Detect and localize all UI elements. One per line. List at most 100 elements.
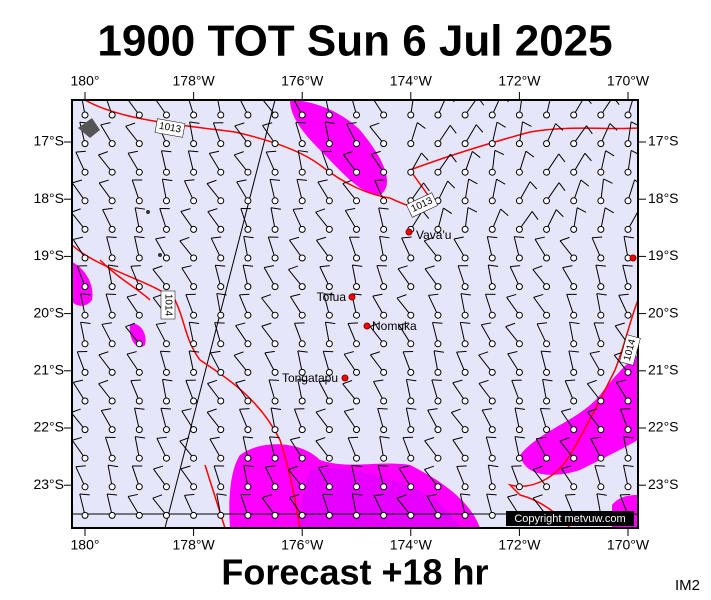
barb-station — [353, 283, 360, 291]
barb-staff — [351, 264, 357, 287]
place-label: Tongatapu — [282, 371, 338, 385]
barb-staff — [161, 179, 167, 201]
barb-station — [325, 483, 333, 491]
barb-station — [81, 111, 89, 119]
barb-staff — [235, 325, 249, 345]
lat-label: 21°S — [33, 362, 64, 378]
barb-staff — [427, 409, 439, 430]
barb-flag — [532, 494, 543, 499]
barb-flag — [401, 236, 412, 239]
barb-staff — [491, 179, 498, 201]
barb-station — [298, 368, 306, 376]
barb-station — [135, 225, 143, 233]
barb-staff — [293, 408, 303, 430]
barb-staff — [267, 236, 276, 259]
barb-staff — [590, 438, 602, 459]
barb-staff — [559, 440, 575, 459]
barb-station — [461, 368, 469, 376]
barb-flag — [75, 150, 86, 153]
barb-flag — [106, 293, 117, 296]
barb-station — [597, 483, 605, 491]
barb-flag — [531, 211, 539, 220]
barb-flag — [352, 264, 363, 267]
barb-flag — [342, 179, 353, 185]
barb-flag — [595, 264, 606, 267]
barb-flag — [348, 436, 359, 439]
barb-flag — [406, 378, 417, 382]
barb-flag — [126, 351, 137, 355]
barb-station — [407, 168, 415, 176]
barb-staff — [369, 354, 385, 373]
barb-station — [543, 483, 551, 491]
barb-station — [325, 225, 333, 233]
barb-flag — [603, 178, 613, 184]
barb-staff — [591, 237, 602, 259]
lat-label: 20°S — [33, 304, 64, 320]
barb-station — [298, 197, 306, 205]
barb-station — [570, 140, 578, 148]
barb-station — [407, 340, 415, 348]
barb-staff — [293, 100, 303, 116]
barb-flag — [243, 436, 254, 439]
barb-station — [244, 197, 252, 205]
barb-staff — [242, 265, 249, 287]
barb-flag — [243, 464, 254, 468]
barb-flag — [541, 350, 552, 353]
barb-staff — [239, 100, 249, 116]
barb-flag — [234, 151, 244, 156]
barb-flag — [106, 236, 117, 238]
barb-staff — [262, 125, 276, 144]
barb-staff — [269, 436, 276, 459]
barb-station — [597, 426, 605, 434]
barb-staff — [595, 265, 602, 287]
barb-flag — [565, 493, 576, 496]
barb-station — [81, 311, 89, 319]
barb-flag — [184, 179, 195, 182]
barb-station — [81, 168, 89, 176]
barb-station — [543, 283, 551, 291]
barb-staff — [80, 322, 86, 344]
barb-flag — [266, 150, 277, 153]
barb-staff — [618, 295, 629, 316]
barb-station — [380, 111, 388, 119]
barb-flag — [325, 321, 336, 325]
barb-flag — [443, 207, 453, 214]
barb-station — [461, 140, 469, 148]
barb-station — [434, 454, 442, 462]
barb-station — [515, 340, 523, 348]
barb-flag — [370, 150, 381, 155]
barb-staff — [98, 354, 113, 373]
barb-staff — [101, 324, 113, 345]
barb-station — [543, 225, 551, 233]
barb-staff — [456, 466, 466, 487]
barb-flag — [81, 93, 91, 94]
barb-flag — [374, 493, 385, 497]
barb-staff — [315, 411, 330, 430]
barb-flag — [373, 379, 384, 382]
barb-flag — [514, 236, 525, 239]
barb-station — [353, 140, 360, 148]
barb-station — [108, 340, 116, 348]
barb-flag — [271, 407, 282, 410]
barb-flag — [534, 236, 545, 240]
barb-station — [407, 368, 415, 376]
isobar-label: 1014 — [162, 294, 173, 317]
barb-staff — [159, 208, 167, 230]
barb-station — [271, 311, 279, 319]
barb-staff — [296, 179, 303, 201]
barb-staff — [181, 410, 195, 430]
barb-staff — [292, 209, 303, 230]
barb-station — [461, 340, 469, 348]
barb-staff — [573, 125, 587, 144]
barb-station — [135, 426, 143, 434]
barb-flag — [180, 465, 191, 470]
barb-staff — [214, 322, 222, 344]
barb-staff — [349, 236, 357, 259]
barb-staff — [410, 152, 422, 173]
lat-label: 19°S — [648, 247, 679, 263]
barb-staff — [290, 296, 303, 316]
barb-station — [190, 311, 198, 319]
barb-station — [325, 368, 333, 376]
barb-flag — [561, 408, 572, 412]
barb-station — [217, 254, 225, 262]
